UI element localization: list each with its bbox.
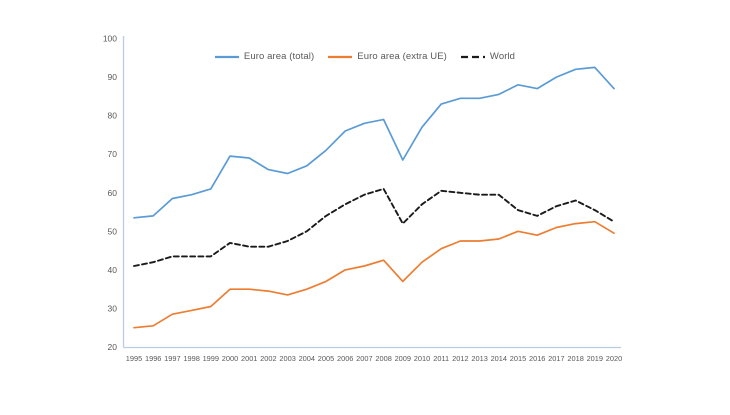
y-tick-label: 100 [103, 34, 117, 44]
y-tick-label: 90 [108, 72, 118, 82]
y-tick-label: 20 [108, 342, 118, 352]
x-tick-label: 2017 [548, 354, 564, 363]
x-tick-label: 2008 [375, 354, 391, 363]
x-tick-label: 2010 [414, 354, 430, 363]
y-tick-label: 80 [108, 111, 118, 121]
x-tick-label: 2005 [318, 354, 334, 363]
x-tick-label: 2003 [279, 354, 295, 363]
x-tick-label: 2015 [510, 354, 526, 363]
x-tick-label: 1998 [183, 354, 199, 363]
x-tick-label: 2013 [471, 354, 487, 363]
x-tick-label: 2012 [452, 354, 468, 363]
x-tick-label: 2000 [222, 354, 238, 363]
x-tick-label: 2001 [241, 354, 257, 363]
y-tick-label: 40 [108, 265, 118, 275]
x-tick-label: 2011 [433, 354, 449, 363]
y-tick-label: 60 [108, 188, 118, 198]
x-tick-label: 2006 [337, 354, 353, 363]
series-line-2 [133, 187, 615, 267]
y-tick-label: 30 [108, 303, 118, 313]
x-tick-label: 2004 [299, 354, 315, 363]
x-tick-label: 1999 [203, 354, 219, 363]
series-line-1 [133, 220, 615, 329]
x-tick-label: 2016 [529, 354, 545, 363]
y-tick-label: 70 [108, 149, 118, 159]
x-tick-label: 2019 [587, 354, 603, 363]
x-tick-label: 2014 [491, 354, 507, 363]
series-line-0 [133, 66, 615, 219]
y-tick-label: 50 [108, 226, 118, 236]
x-tick-label: 1995 [126, 354, 142, 363]
x-tick-label: 2002 [260, 354, 276, 363]
x-tick-label: 2018 [567, 354, 583, 363]
x-tick-label: 1997 [164, 354, 180, 363]
x-tick-label: 1996 [145, 354, 161, 363]
x-tick-label: 2020 [606, 354, 622, 363]
x-tick-label: 2007 [356, 354, 372, 363]
x-tick-label: 2009 [395, 354, 411, 363]
